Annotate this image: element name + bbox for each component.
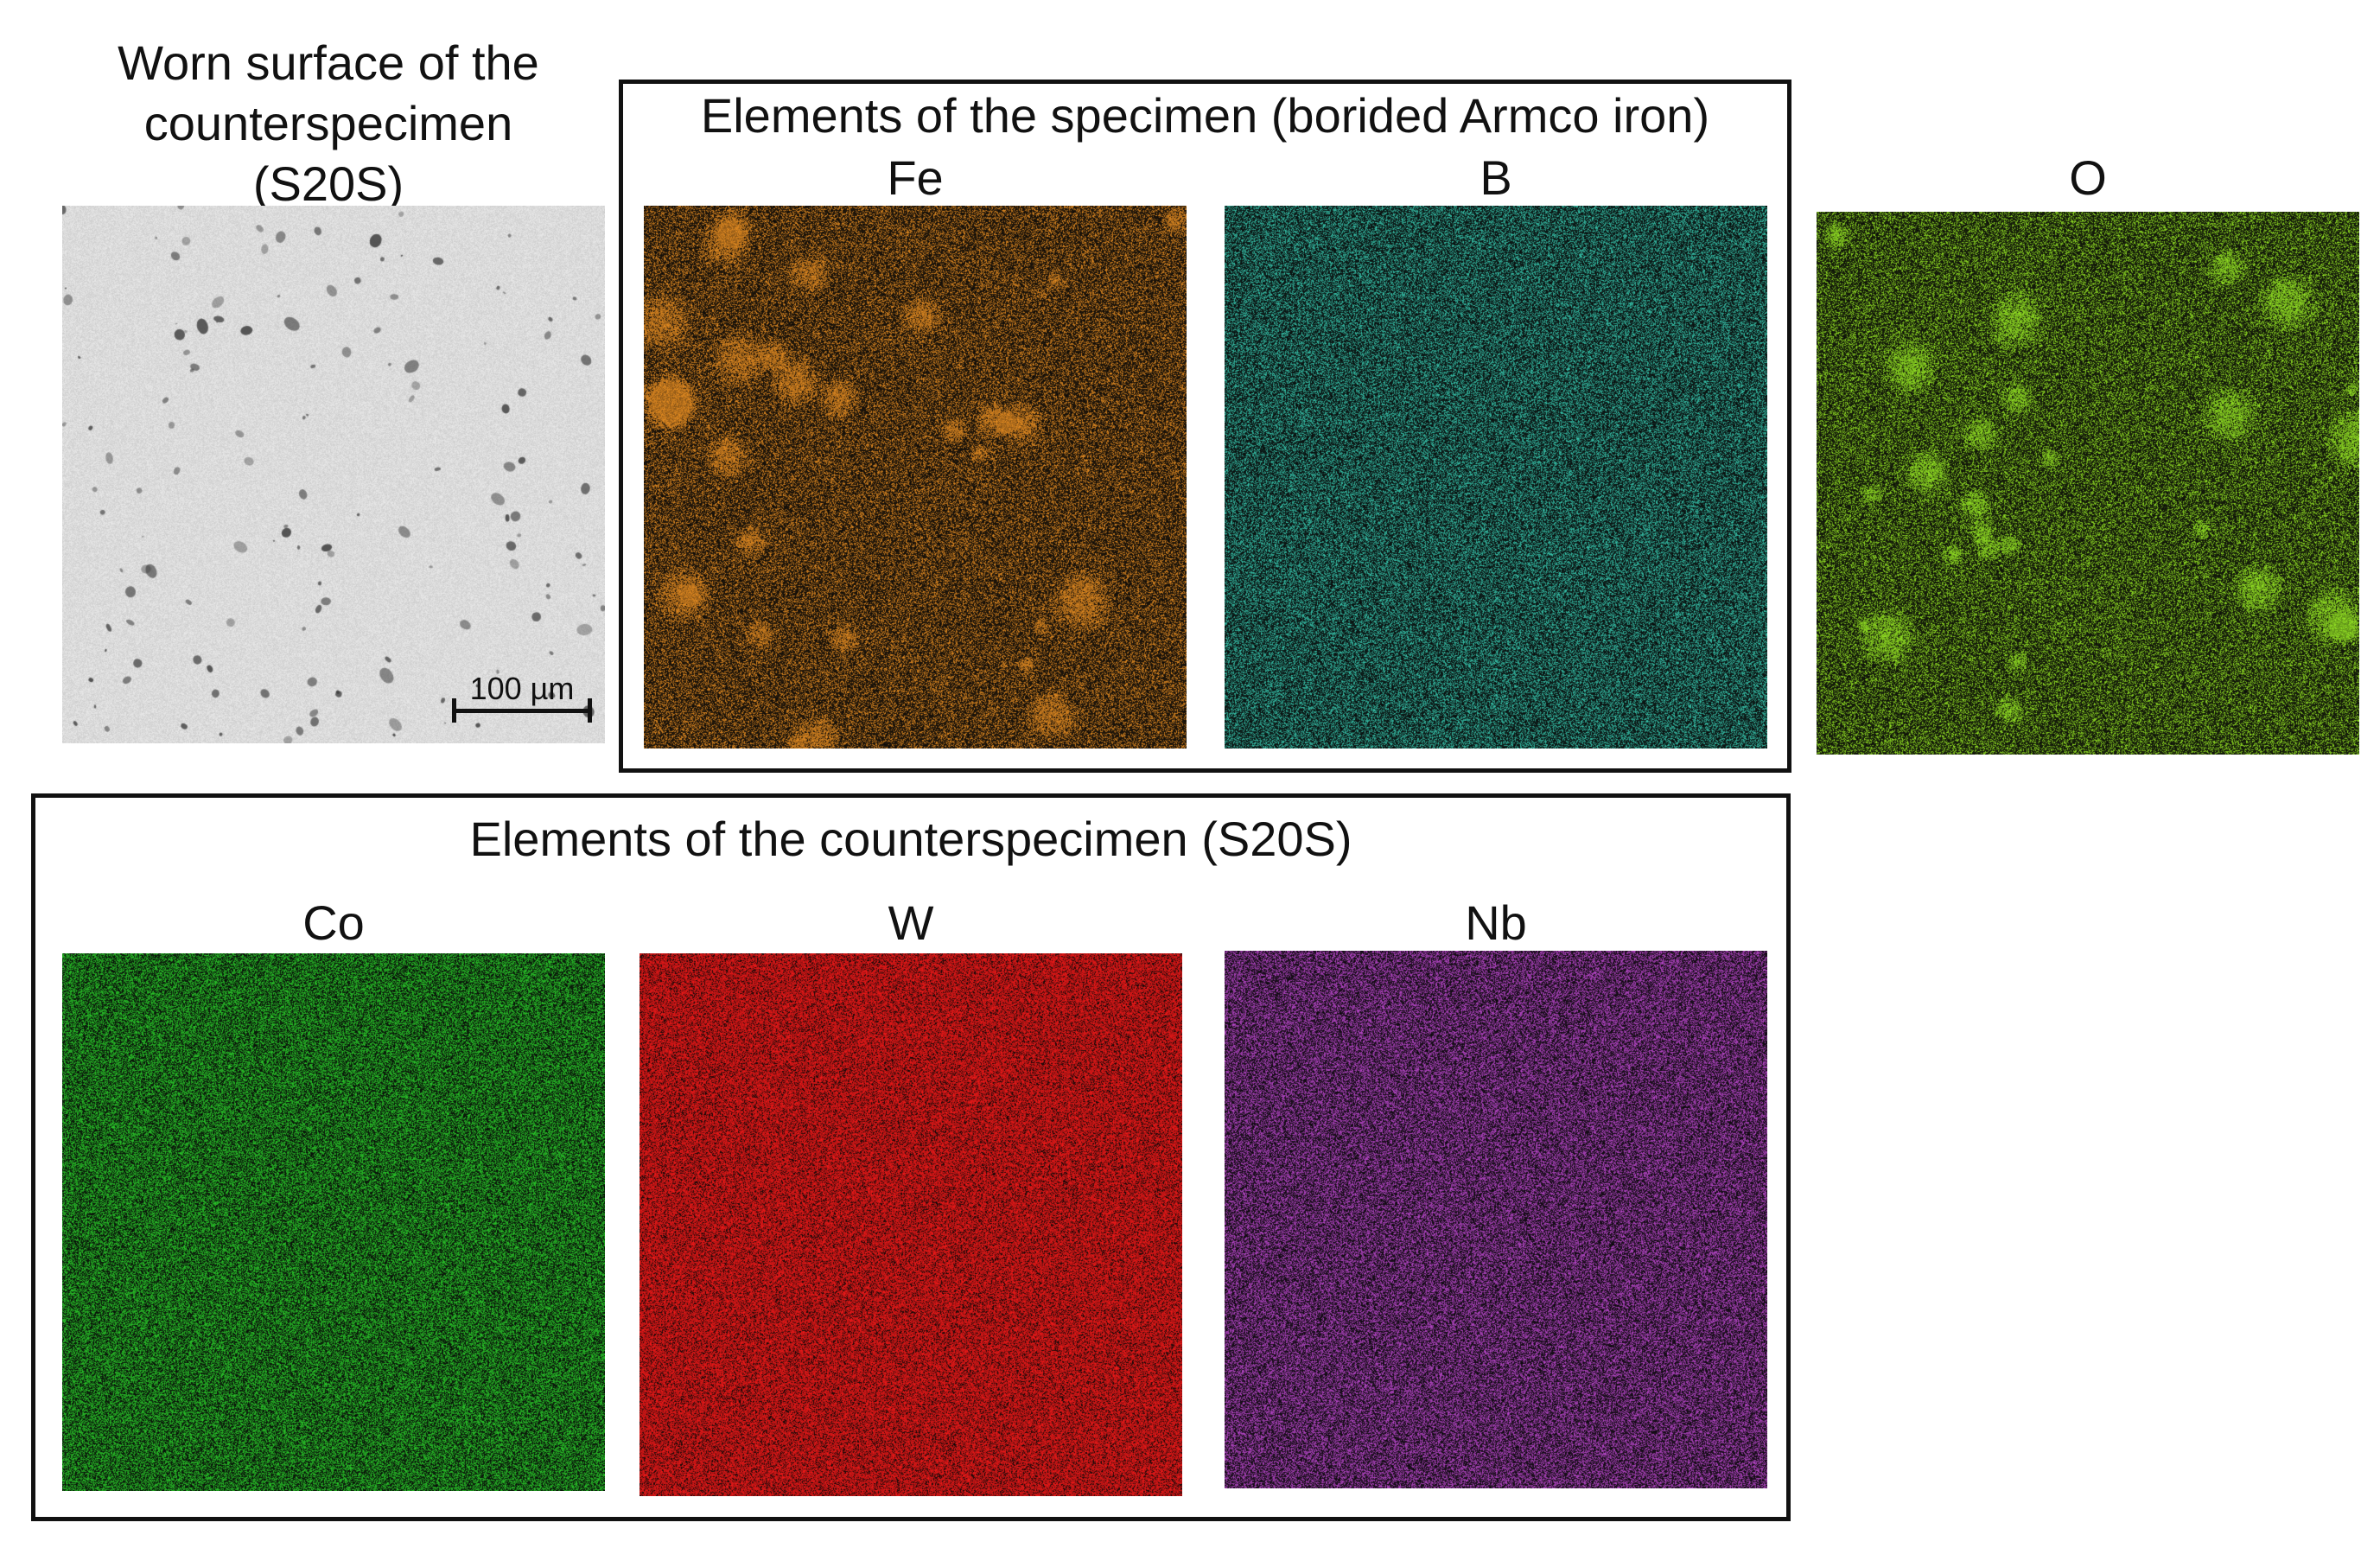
specimen-elements-frame bbox=[619, 80, 1791, 773]
map-label-nb: Nb bbox=[1465, 895, 1527, 950]
scale-bar: 100 µm bbox=[452, 671, 592, 726]
scale-bar-line bbox=[452, 709, 592, 713]
map-label-b: B bbox=[1480, 150, 1512, 205]
sem-title-line-3: (S20S) bbox=[252, 156, 404, 211]
element-map-fe bbox=[644, 206, 1187, 749]
element-map-w bbox=[640, 953, 1182, 1496]
sem-image-worn-surface bbox=[62, 206, 605, 743]
specimen-frame-title: Elements of the specimen (borided Armco … bbox=[700, 88, 1710, 143]
element-map-o bbox=[1817, 212, 2359, 755]
scale-bar-tick-left bbox=[452, 698, 456, 723]
scale-bar-label: 100 µm bbox=[469, 671, 575, 706]
map-label-o: O bbox=[2069, 150, 2107, 205]
sem-title-line-1: Worn surface of the bbox=[118, 35, 539, 90]
sem-title-line-2: counterspecimen bbox=[143, 96, 513, 150]
map-label-co: Co bbox=[302, 895, 365, 950]
element-map-nb bbox=[1225, 951, 1767, 1488]
element-map-b bbox=[1225, 206, 1767, 749]
counterspecimen-frame-title: Elements of the counterspecimen (S20S) bbox=[469, 812, 1352, 866]
element-map-co bbox=[62, 953, 605, 1491]
scale-bar-tick-right bbox=[588, 698, 592, 723]
map-label-w: W bbox=[888, 895, 934, 950]
sem-panel-title: Worn surface of the counterspecimen (S20… bbox=[52, 33, 605, 214]
map-label-fe: Fe bbox=[887, 150, 944, 205]
counterspecimen-elements-frame bbox=[31, 793, 1791, 1521]
